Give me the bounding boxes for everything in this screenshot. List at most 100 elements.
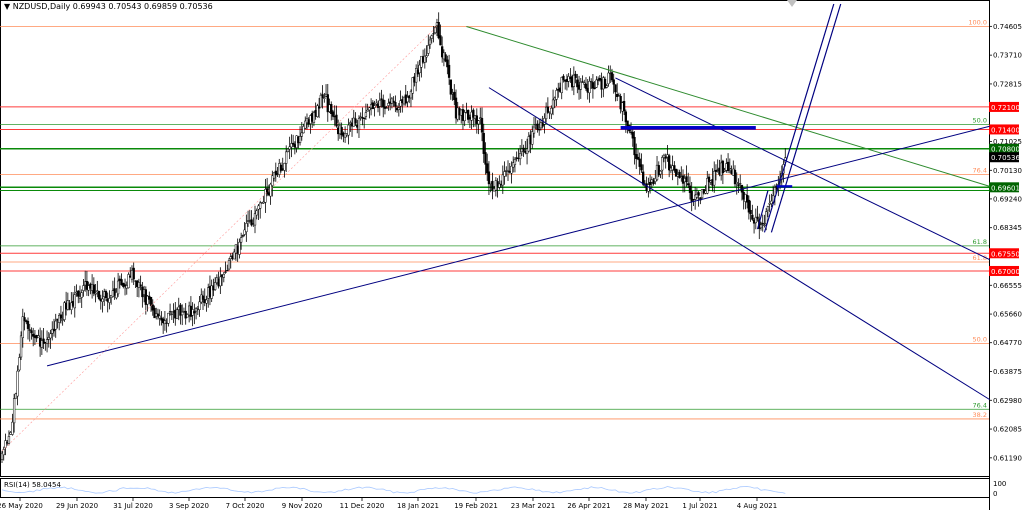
- candle-body: [590, 81, 593, 83]
- candle-body: [63, 302, 66, 320]
- candle-body: [238, 241, 241, 255]
- candle-body: [224, 271, 227, 273]
- candle-body: [427, 45, 430, 54]
- scroll-marker[interactable]: [787, 0, 797, 7]
- candle-body: [638, 158, 641, 167]
- candle-body: [153, 307, 156, 319]
- fib-level-label: 100.0: [968, 19, 987, 27]
- candle-body: [317, 106, 321, 109]
- candle-body: [612, 79, 615, 85]
- candle-body: [115, 292, 118, 299]
- candle-body: [291, 142, 295, 145]
- y-tick-label: 0.63875: [993, 368, 1022, 376]
- candle-body: [434, 27, 437, 33]
- candle-body: [418, 64, 421, 74]
- candle-body: [756, 216, 759, 220]
- candle-body: [685, 176, 688, 183]
- x-tick-label: 23 Mar 2021: [511, 502, 555, 510]
- candle-body: [347, 124, 350, 136]
- candle-body: [37, 335, 40, 338]
- candle-body: [101, 298, 104, 302]
- fib-level-label: 61.8: [973, 254, 987, 262]
- candle-body: [58, 314, 61, 323]
- x-tick-label: 31 Jul 2020: [113, 502, 153, 510]
- candle-body: [52, 328, 56, 332]
- candle-body: [2, 449, 5, 456]
- candle-body: [482, 132, 485, 154]
- candle-body: [687, 183, 690, 186]
- rsi-scale-top: 100: [993, 480, 1006, 488]
- candle-body: [269, 183, 272, 197]
- candle-body: [392, 100, 395, 103]
- x-tick-label: 26 May 2020: [0, 502, 43, 510]
- candle-body: [387, 102, 390, 106]
- candle-body: [751, 214, 754, 220]
- fib-level-label: 61.8: [973, 238, 987, 246]
- candle-body: [312, 112, 316, 123]
- y-tick-label: 0.71025: [993, 138, 1022, 146]
- candle-body: [330, 104, 333, 114]
- candle-body: [132, 267, 135, 280]
- candle-body: [198, 301, 201, 310]
- candle-body: [127, 274, 130, 289]
- candle-body: [349, 122, 352, 125]
- channel-lower-line: [488, 87, 991, 401]
- breakout-line-base: [756, 190, 769, 230]
- candle-body: [706, 178, 709, 194]
- y-tick-label: 0.69240: [993, 195, 1022, 203]
- candle-body: [19, 335, 23, 358]
- last-price-box: [989, 152, 1019, 163]
- collapse-arrow-icon[interactable]: ▼: [4, 2, 11, 11]
- price-pane-border: [0, 0, 990, 477]
- y-tick-label: 0.62980: [993, 397, 1022, 405]
- x-tick-label: 28 May 2021: [623, 502, 669, 510]
- candle-body: [513, 159, 517, 165]
- candle-body: [210, 285, 213, 299]
- candle-body: [364, 112, 368, 117]
- level-price-box: [989, 248, 1019, 259]
- candle-body: [574, 73, 577, 79]
- candle-body: [82, 285, 85, 291]
- ohlc-values: 0.69943 0.70543 0.69859 0.70536: [72, 2, 213, 11]
- candle-body: [323, 97, 326, 99]
- candle-body: [749, 209, 752, 215]
- candle-body: [668, 155, 671, 171]
- candle-body: [591, 82, 595, 89]
- candle-body: [4, 440, 7, 448]
- candle-body: [40, 340, 44, 348]
- y-tick-label: 0.72815: [993, 80, 1022, 88]
- candle-body: [378, 100, 381, 107]
- candle-body: [253, 213, 257, 226]
- candle-body: [572, 74, 576, 87]
- candle-body: [406, 97, 409, 103]
- candle-body: [673, 165, 676, 171]
- candle-body: [255, 210, 258, 216]
- candle-body: [259, 202, 262, 209]
- candle-body: [175, 309, 179, 319]
- candle-body: [193, 311, 196, 314]
- candle-body: [271, 175, 274, 186]
- channel-upper-line: [615, 77, 990, 261]
- candle-body: [640, 164, 643, 171]
- level-price-box: [989, 101, 1019, 112]
- candle-body: [302, 126, 305, 134]
- candle-body: [721, 160, 725, 174]
- candle-body: [285, 151, 288, 164]
- candle-body: [444, 54, 447, 62]
- candle-body: [657, 165, 660, 176]
- candle-body: [163, 320, 167, 325]
- x-tick-label: 9 Nov 2020: [282, 502, 322, 510]
- candle-body: [491, 180, 494, 191]
- candle-body: [437, 21, 440, 39]
- candle-body: [498, 183, 501, 188]
- candle-body: [226, 270, 229, 272]
- candle-body: [536, 123, 539, 130]
- candle-body: [167, 312, 170, 324]
- x-tick-label: 1 Jul 2021: [682, 502, 717, 510]
- candle-body: [581, 81, 584, 83]
- candle-body: [279, 164, 283, 171]
- candle-body: [331, 111, 335, 117]
- candle-body: [747, 199, 751, 213]
- candle-body: [697, 192, 700, 196]
- candle-body: [441, 46, 444, 58]
